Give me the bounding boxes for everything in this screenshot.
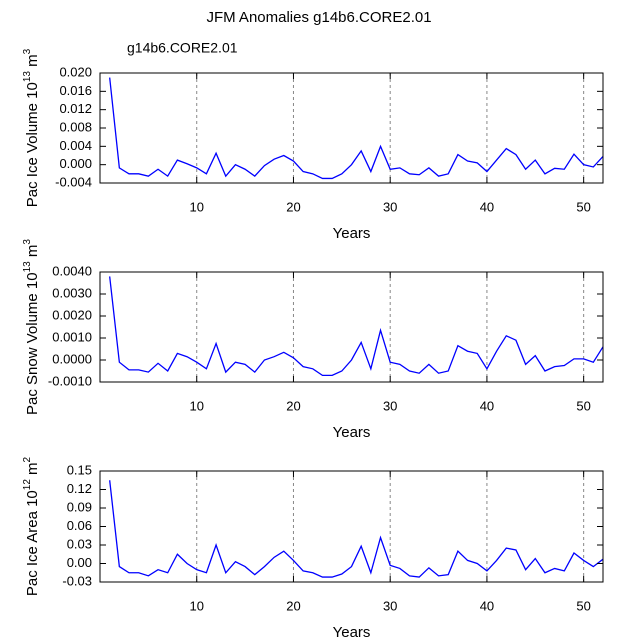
x-axis-label: Years: [333, 424, 371, 441]
y-tick-label: 0.004: [59, 138, 92, 153]
y-axis-label-sup: 2: [22, 456, 33, 462]
y-tick-label: 0.15: [67, 462, 92, 477]
plot-frame: [99, 271, 604, 383]
data-line: [109, 276, 604, 377]
x-tick-label: 50: [576, 199, 590, 214]
y-tick-label: 0.016: [59, 83, 92, 98]
y-axis-label: Pac Ice Area 1012 m2: [22, 456, 41, 596]
y-tick-label: -0.004: [55, 174, 92, 189]
legend-label: g14b6.CORE2.01: [127, 40, 238, 56]
y-axis-label-sup: 3: [22, 239, 33, 245]
y-tick-label: 0.008: [59, 119, 92, 134]
y-axis-label-part: Pac Ice Area 10: [24, 490, 41, 596]
x-tick-label: 20: [286, 398, 300, 413]
x-axis-label: Years: [333, 624, 371, 638]
x-tick-label: 20: [286, 199, 300, 214]
y-tick-label: 0.012: [59, 101, 92, 116]
x-tick-label: 30: [383, 598, 397, 613]
y-tick-label: 0.0030: [52, 285, 92, 300]
y-tick-label: 0.06: [67, 518, 92, 533]
y-axis-label-sup: 13: [22, 71, 33, 83]
y-axis-label-sup: 3: [22, 48, 33, 54]
y-axis-label-sup: 12: [22, 479, 33, 491]
chart-title: JFM Anomalies g14b6.CORE2.01: [206, 9, 431, 26]
x-tick-label: 30: [383, 398, 397, 413]
y-tick-label: 0.0040: [52, 263, 92, 278]
y-tick-label: -0.03: [62, 573, 92, 588]
x-tick-label: 40: [480, 398, 494, 413]
y-tick-label: 0.00: [67, 555, 92, 570]
y-tick-label: -0.0010: [48, 373, 92, 388]
x-tick-label: 50: [576, 398, 590, 413]
x-tick-label: 10: [189, 598, 203, 613]
x-tick-label: 10: [189, 398, 203, 413]
x-tick-label: 10: [189, 199, 203, 214]
y-tick-label: 0.09: [67, 499, 92, 514]
x-tick-label: 40: [480, 199, 494, 214]
y-tick-label: 0.03: [67, 536, 92, 551]
y-tick-label: 0.12: [67, 481, 92, 496]
data-line: [109, 480, 604, 578]
y-axis-label: Pac Ice Volume 1013 m3: [22, 48, 41, 207]
x-axis-label: Years: [333, 225, 371, 242]
y-axis-label-part: m: [24, 462, 41, 479]
y-axis-label-part: Pac Ice Volume 10: [24, 82, 41, 207]
y-axis-label-part: m: [24, 245, 41, 262]
y-tick-label: 0.000: [59, 156, 92, 171]
y-axis-label-sup: 13: [22, 261, 33, 273]
y-axis-label: Pac Snow Volume 1013 m3: [22, 239, 41, 415]
x-tick-label: 40: [480, 598, 494, 613]
x-tick-label: 30: [383, 199, 397, 214]
y-tick-label: 0.0010: [52, 329, 92, 344]
y-tick-label: 0.0020: [52, 307, 92, 322]
plot-frame: [99, 72, 604, 184]
x-tick-label: 50: [576, 598, 590, 613]
data-line: [109, 77, 604, 180]
y-axis-label-part: Pac Snow Volume 10: [24, 272, 41, 415]
x-tick-label: 20: [286, 598, 300, 613]
y-axis-label-part: m: [24, 54, 41, 71]
y-tick-label: 0.020: [59, 64, 92, 79]
y-tick-label: 0.0000: [52, 351, 92, 366]
